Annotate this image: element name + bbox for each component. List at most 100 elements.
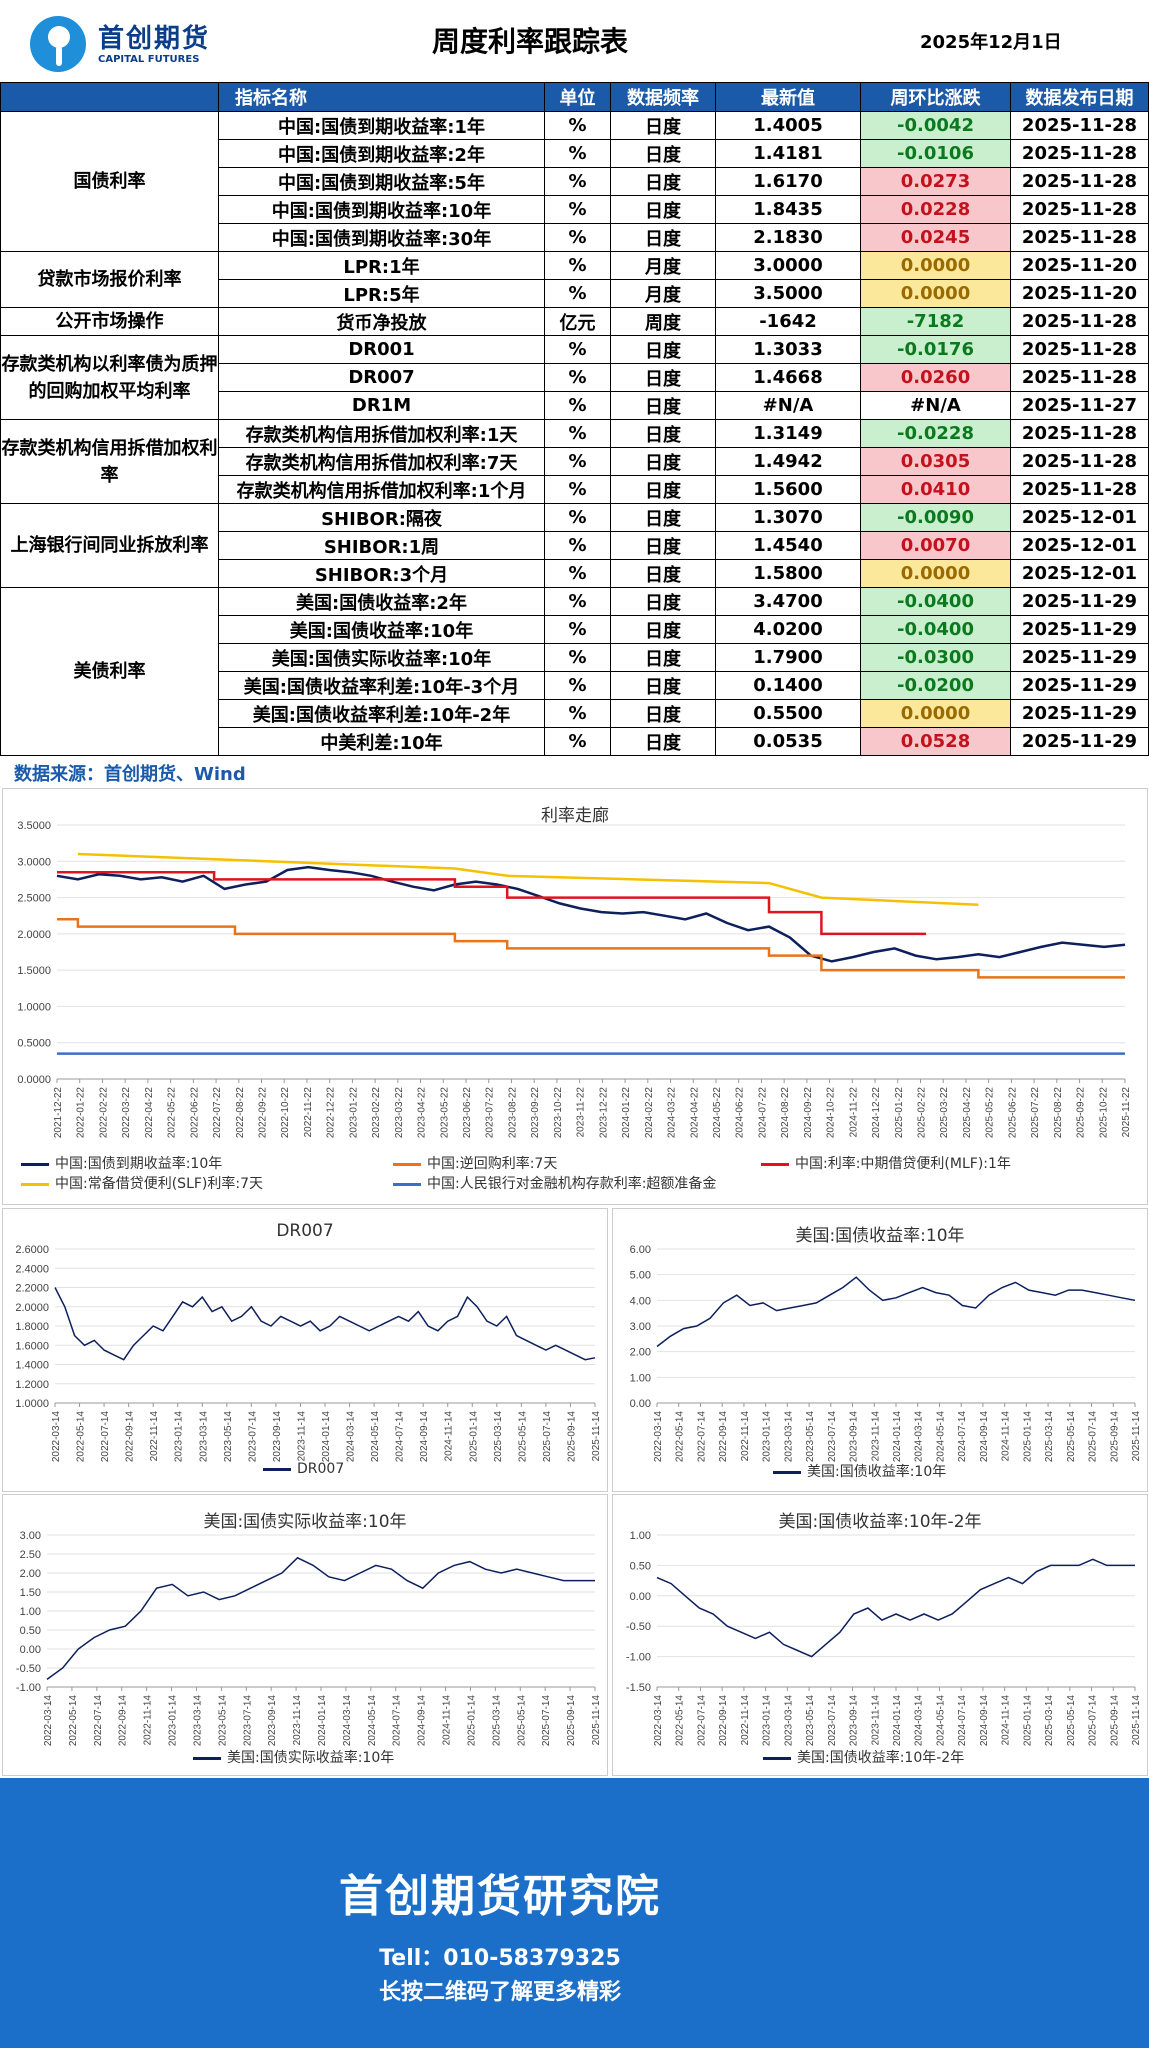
x-tick-label: 2024-05-14 [935,1411,946,1463]
release-date: 2025-11-28 [1010,139,1149,168]
legend-item: 中国:利率:中期借贷便利(MLF):1年 [761,1153,1011,1173]
y-tick-label: 0.00 [20,1644,41,1656]
weekly-change: 0.0070 [860,531,1011,560]
x-tick-label: 2023-05-14 [805,1411,816,1463]
x-tick-label: 2025-03-22 [939,1087,950,1139]
x-tick-label: 2023-01-22 [348,1087,359,1139]
x-tick-label: 2025-09-14 [1109,1695,1120,1747]
x-tick-label: 2023-09-14 [849,1695,860,1747]
logo: 首创期货 CAPITAL FUTURES [30,12,230,72]
indicator-name: 美国:国债收益率:2年 [218,587,545,616]
weekly-change: -7182 [860,307,1011,336]
weekly-change: -0.0400 [860,587,1011,616]
y-tick-label: 2.50 [20,1549,41,1561]
table-row: 上海银行间同业拆放利率 SHIBOR:隔夜% 日度 1.3070 -0.0090 2025… [0,503,1149,588]
x-tick-label: 2024-05-14 [935,1695,946,1747]
x-tick-label: 2023-07-14 [247,1411,258,1463]
weekly-change: -0.0400 [860,615,1011,644]
col-header: 周环比涨跌 [860,82,1011,112]
x-tick-label: 2025-09-14 [566,1695,577,1747]
unit-cell: % [544,643,611,672]
x-tick-label: 2022-03-14 [653,1695,664,1747]
y-tick-label: 1.4000 [15,1360,49,1372]
unit-cell: % [544,363,611,392]
release-date: 2025-11-29 [1010,671,1149,700]
unit-cell: % [544,447,611,476]
y-tick-label: 3.00 [20,1530,41,1542]
weekly-change: 0.0000 [860,251,1011,280]
x-tick-label: 2022-11-14 [143,1695,154,1746]
x-tick-label: 2024-03-14 [914,1411,925,1463]
x-tick-label: 2024-07-14 [957,1695,968,1747]
latest-value: 0.1400 [715,671,861,700]
x-tick-label: 2025-11-14 [591,1695,602,1746]
latest-value: 1.5800 [715,559,861,588]
unit-cell: % [544,223,611,252]
indicator-name: SHIBOR:1周 [218,531,545,560]
weekly-change: 0.0305 [860,447,1011,476]
weekly-change: -0.0106 [860,139,1011,168]
logo-text-cn: 首创期货 [98,24,211,54]
legend-label: 美国:国债收益率:10年-2年 [797,1750,965,1766]
indicator-name: 美国:国债实际收益率:10年 [218,643,545,672]
data-source: 数据来源：首创期货、Wind [14,764,246,785]
release-date: 2025-11-27 [1010,391,1149,420]
series-line-0 [56,865,1126,963]
y-tick-label: 1.50 [20,1587,41,1599]
x-tick-label: 2024-10-22 [826,1087,837,1139]
x-tick-label: 2023-05-14 [223,1411,234,1463]
y-tick-label: 3.5000 [17,820,51,832]
x-tick-label: 2024-07-14 [395,1411,406,1463]
frequency-cell: 日度 [610,139,716,168]
latest-value: 1.4942 [715,447,861,476]
weekly-change: 0.0000 [860,279,1011,308]
x-tick-label: 2024-05-22 [712,1087,723,1139]
frequency-cell: 日度 [610,503,716,532]
legend-swatch [773,1470,801,1474]
release-date: 2025-11-28 [1010,335,1149,364]
x-tick-label: 2022-11-22 [303,1087,314,1138]
y-tick-label: 2.4000 [15,1263,49,1275]
unit-cell: % [544,475,611,504]
x-tick-label: 2024-11-22 [848,1087,859,1138]
frequency-cell: 日度 [610,363,716,392]
x-tick-label: 2024-01-22 [621,1087,632,1139]
latest-value: 1.3149 [715,419,861,448]
y-tick-label: 0.0000 [17,1074,51,1086]
weekly-change: 0.0528 [860,727,1011,756]
latest-value: 4.0200 [715,615,861,644]
y-tick-label: 1.6000 [15,1340,49,1352]
release-date: 2025-11-29 [1010,643,1149,672]
footer-title: 首创期货研究院 [339,1871,661,1922]
col-header: 数据频率 [610,82,716,112]
latest-value: 1.8435 [715,195,861,224]
legend-label: 美国:国债实际收益率:10年 [227,1750,395,1766]
release-date: 2025-11-28 [1010,167,1149,196]
frequency-cell: 日度 [610,391,716,420]
x-tick-label: 2024-01-14 [317,1695,328,1747]
x-tick-label: 2023-09-14 [267,1695,278,1747]
x-tick-label: 2025-01-14 [1022,1411,1033,1463]
weekly-change: 0.0245 [860,223,1011,252]
x-tick-label: 2023-11-14 [292,1695,303,1746]
chart-us-10y-2y: 美国:国债收益率:10年-2年 1.00 0.50 0.00 -0.50 -1.00 -1.… [612,1494,1148,1776]
release-date: 2025-11-28 [1010,419,1149,448]
latest-value: 3.5000 [715,279,861,308]
indicator-name: 中国:国债到期收益率:30年 [218,223,545,252]
table-row: 中国:国债到期收益率:30年% 日度 2.1830 0.0245 2025-11-28 [1,223,1149,252]
y-tick-label: 1.0000 [15,1398,49,1410]
x-tick-label: 2022-08-22 [235,1087,246,1139]
weekly-change: -0.0300 [860,643,1011,672]
x-tick-label: 2023-03-14 [783,1411,794,1463]
release-date: 2025-11-29 [1010,587,1149,616]
legend-item: 中国:常备借贷便利(SLF)利率:7天 [21,1173,263,1193]
y-tick-label: 1.5000 [17,965,51,977]
release-date: 2025-12-01 [1010,559,1149,588]
page-title: 周度利率跟踪表 [431,25,628,58]
unit-cell: % [544,699,611,728]
legend-item: 中国:人民银行对金融机构存款利率:超额准备金 [393,1173,716,1193]
x-tick-label: 2022-05-14 [76,1411,87,1463]
chart-title: 美国:国债实际收益率:10年 [203,1512,407,1532]
legend-item: 美国:国债收益率:10年-2年 [763,1747,964,1767]
unit-cell: % [544,503,611,532]
